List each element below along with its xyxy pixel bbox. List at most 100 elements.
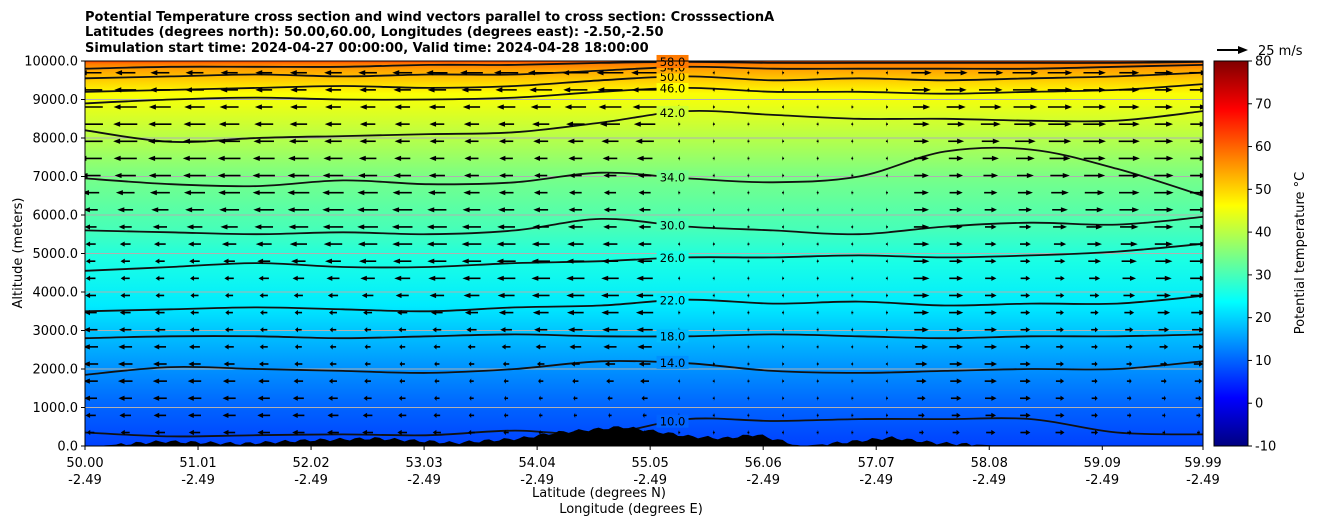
wind-vector-head — [956, 378, 963, 384]
wind-vector-head — [851, 378, 853, 384]
wind-vector-head — [152, 378, 160, 384]
x-tick-label-lat: 52.02 — [292, 456, 329, 471]
wind-vector-head — [1025, 327, 1031, 333]
wind-vector-head — [748, 395, 750, 401]
wind-vector-head — [257, 258, 264, 264]
wind-vector-head — [816, 361, 818, 367]
wind-vector-head — [566, 292, 574, 299]
wind-vector-head — [1166, 190, 1174, 196]
wind-vector-head — [538, 378, 541, 384]
wind-vector-head — [1025, 429, 1031, 436]
wind-vector-head — [992, 138, 1000, 144]
wind-vector-head — [713, 172, 715, 179]
wind-vector-head — [429, 121, 437, 127]
wind-vector-head — [1065, 87, 1073, 93]
wind-vector-head — [607, 395, 610, 401]
contour-labels: 10.0 14.0 18.0 22.0 26.0 30.0 34.0 42.0 46.050.0… — [656, 54, 689, 429]
wind-vector-head — [601, 138, 609, 144]
wind-vector-head — [573, 395, 576, 401]
wind-vector-head — [1025, 378, 1031, 384]
wind-vector-head — [567, 241, 575, 247]
wind-vector-head — [679, 138, 681, 144]
wind-vector-head — [392, 190, 400, 196]
wind-vector-head — [922, 138, 930, 144]
wind-vector-head — [748, 275, 750, 281]
wind-vector-head — [183, 190, 191, 196]
wind-vector-head — [287, 172, 295, 179]
wind-vector-head — [503, 378, 506, 384]
wind-vector-head — [991, 327, 997, 333]
wind-vector-head — [568, 207, 575, 213]
x-tick-label-lon: -2.49 — [520, 473, 554, 488]
wind-vector-head — [1166, 224, 1174, 230]
wind-vector-head — [529, 87, 537, 93]
wind-vector-head — [816, 87, 818, 93]
wind-vector-head — [679, 241, 681, 247]
wind-vector-head — [397, 429, 402, 436]
wind-vector-head — [289, 70, 297, 76]
wind-vector-head — [294, 327, 298, 333]
wind-vector-head — [637, 241, 644, 247]
wind-vector-head — [748, 70, 750, 76]
wind-vector-head — [358, 258, 366, 264]
wind-vector-head — [631, 87, 639, 93]
wind-vector-head — [363, 309, 368, 316]
x-tick-label-lon: -2.49 — [746, 473, 780, 488]
wind-vector-head — [533, 207, 540, 213]
wind-vector-head — [428, 275, 436, 281]
wind-vector-head — [887, 275, 888, 281]
wind-vector-head — [712, 138, 714, 144]
wind-vector-head — [499, 172, 506, 179]
wind-vector-head — [434, 361, 437, 367]
wind-vector-head — [851, 292, 853, 299]
wind-vector-head — [189, 344, 194, 350]
wind-vector-head — [461, 258, 469, 264]
wind-vector-head — [117, 361, 125, 367]
wind-vector-head — [1064, 121, 1072, 127]
wind-vector-head — [1098, 70, 1106, 76]
wind-vector-head — [604, 361, 610, 367]
wind-vector-head — [601, 292, 609, 299]
wind-vector-head — [1099, 104, 1107, 110]
wind-vector-head — [392, 70, 400, 76]
wind-vector-head — [115, 70, 123, 76]
wind-vector-head — [220, 87, 228, 93]
wind-vector-head — [1132, 104, 1140, 110]
contour-label-bg — [656, 81, 689, 95]
wind-vector-head — [748, 207, 750, 213]
wind-vector-head — [852, 344, 854, 350]
wind-vector-head — [640, 378, 645, 384]
contour-line — [85, 243, 1203, 272]
wind-vector-head — [1199, 172, 1203, 179]
wind-vector-head — [562, 70, 570, 76]
wind-vector-head — [149, 87, 157, 93]
wind-vector-head — [184, 87, 192, 93]
wind-vector-head — [679, 155, 681, 162]
wind-vector-head — [991, 258, 997, 264]
contour-label: 46.0 — [660, 82, 686, 96]
wind-vector-head — [502, 361, 506, 367]
x-tick-label-lon: -2.49 — [1085, 473, 1119, 488]
wind-vector-head — [816, 190, 818, 196]
wind-vector-head — [113, 121, 121, 127]
wind-vector-head — [635, 292, 643, 299]
wind-vector-head — [113, 104, 121, 110]
wind-vector-head — [426, 224, 434, 230]
wind-vector-head — [782, 395, 783, 401]
wind-vector-head — [117, 378, 125, 384]
wind-vector-head — [357, 172, 365, 179]
wind-vector-head — [851, 172, 853, 179]
wind-vector-head — [851, 87, 853, 93]
wind-vector-head — [748, 190, 750, 196]
wind-vector-head — [816, 70, 818, 76]
quiver-key-arrowhead — [1238, 46, 1248, 54]
wind-vector-head — [566, 275, 574, 281]
wind-vector-head — [817, 344, 819, 350]
wind-vector-head — [183, 121, 191, 127]
wind-vector-head — [816, 378, 818, 384]
wind-vector-head — [1129, 292, 1136, 299]
wind-vector-head — [636, 155, 644, 162]
chart-title-line-3: Simulation start time: 2024-04-27 00:00:… — [85, 41, 649, 56]
x-tick-label-lat: 51.01 — [179, 456, 216, 471]
wind-vector-head — [747, 258, 749, 264]
